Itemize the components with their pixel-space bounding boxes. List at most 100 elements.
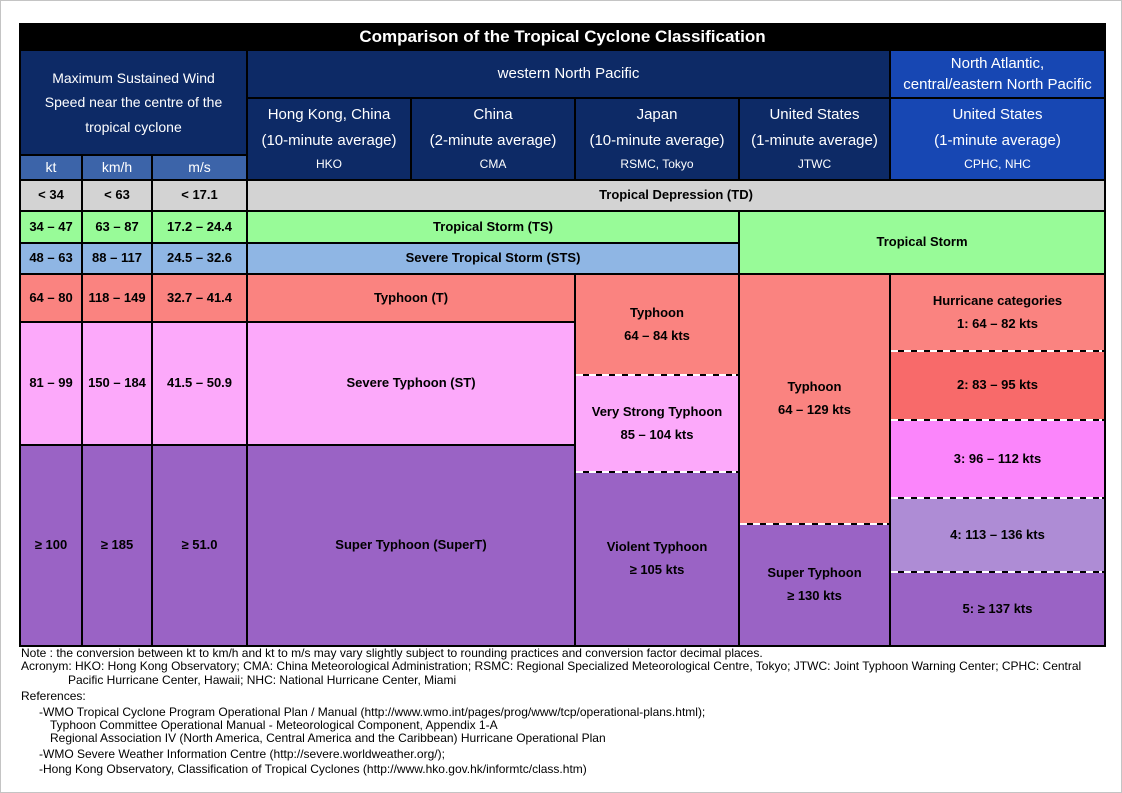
range: 5: ≥ 137 kts: [962, 600, 1033, 616]
header-agency-hko: Hong Kong, China (10-minute average) HKO: [246, 97, 412, 181]
agency-org: CMA: [479, 157, 507, 172]
agency-org: CPHC, NHC: [964, 157, 1031, 172]
header-max-wind-line2: Speed near the centre of the: [44, 94, 223, 111]
agency-org: RSMC, Tokyo: [620, 157, 694, 172]
cell-ts-kt: 34 – 47: [19, 210, 83, 244]
cell-sts-label: Severe Tropical Storm (STS): [246, 242, 740, 275]
label: Typhoon (T): [373, 289, 449, 305]
cell-st-label: Severe Typhoon (ST): [246, 321, 576, 446]
unit-header-kt: kt: [19, 154, 83, 181]
label: Tropical Storm: [876, 234, 968, 250]
range: 2: 83 – 95 kts: [957, 377, 1038, 393]
header-max-wind: Maximum Sustained Wind Speed near the ce…: [19, 49, 248, 156]
agency-org: HKO: [315, 157, 342, 172]
footnotes: Note : the conversion between kt to km/h…: [21, 646, 1109, 777]
cell-supert-kt: ≥ 100: [19, 444, 83, 647]
dashed-separator: [891, 350, 1102, 352]
value: 48 – 63: [29, 250, 73, 266]
range: 4: 113 – 136 kts: [950, 526, 1045, 542]
label: Super Typhoon: [767, 565, 862, 581]
page-title: Comparison of the Tropical Cyclone Class…: [19, 23, 1106, 51]
cell-supert-ms: ≥ 51.0: [151, 444, 248, 647]
cell-t-kmh: 118 – 149: [81, 273, 153, 323]
reference-item: Typhoon Committee Operational Manual - M…: [50, 718, 498, 733]
dashed-separator: [576, 374, 736, 376]
cell-ts-kmh: 63 – 87: [81, 210, 153, 244]
cell-ts-label: Tropical Storm (TS): [246, 210, 740, 244]
value: ≥ 185: [100, 537, 134, 553]
cell-td-kt: < 34: [19, 179, 83, 212]
value: < 17.1: [181, 187, 218, 203]
range: 85 – 104 kts: [620, 426, 694, 442]
cell-sts-kmh: 88 – 117: [81, 242, 153, 275]
agency-org: JTWC: [797, 157, 832, 172]
agency-region: China: [473, 105, 513, 123]
label: Violent Typhoon: [606, 539, 708, 555]
cell-td-kmh: < 63: [81, 179, 153, 212]
header-western-north-pacific: western North Pacific: [246, 49, 891, 99]
value: < 34: [38, 187, 64, 203]
header-north-atlantic: North Atlantic, central/eastern North Pa…: [889, 49, 1106, 99]
reference-item: -WMO Severe Weather Information Centre (…: [39, 746, 445, 761]
value: 150 – 184: [88, 375, 146, 391]
range: 64 – 129 kts: [777, 402, 851, 417]
cell-td-label: Tropical Depression (TD): [246, 179, 1106, 212]
cell-japan-violent-typhoon: Violent Typhoon ≥ 105 kts: [574, 471, 740, 647]
value: 24.5 – 32.6: [166, 250, 233, 266]
label: Severe Tropical Storm (STS): [405, 250, 581, 266]
dashed-separator: [740, 523, 887, 525]
cell-jtwc-super-typhoon: Super Typhoon ≥ 130 kts: [738, 523, 891, 647]
references-label: References:: [21, 689, 86, 704]
cell-hurricane-cat2: 2: 83 – 95 kts: [889, 350, 1106, 421]
header-agency-cphc-nhc: United States (1-minute average) CPHC, N…: [889, 97, 1106, 181]
value: 64 – 80: [29, 289, 73, 305]
dashed-separator: [891, 571, 1102, 573]
dashed-separator: [891, 497, 1102, 499]
agency-region: Japan: [636, 105, 678, 123]
reference-item: -WMO Tropical Cyclone Program Operationa…: [39, 704, 706, 719]
range: 64 – 84 kts: [624, 327, 690, 343]
cell-td-ms: < 17.1: [151, 179, 248, 212]
value: 88 – 117: [92, 250, 142, 266]
cell-japan-very-strong-typhoon: Very Strong Typhoon 85 – 104 kts: [574, 374, 740, 473]
cell-sts-ms: 24.5 – 32.6: [151, 242, 248, 275]
agency-average: (1-minute average): [934, 132, 1061, 150]
value: 63 – 87: [95, 218, 139, 234]
cell-supert-kmh: ≥ 185: [81, 444, 153, 647]
cell-hurricane-cat3: 3: 96 – 112 kts: [889, 419, 1106, 499]
value: ≥ 51.0: [181, 537, 218, 553]
label: Typhoon: [630, 304, 684, 320]
value: 81 – 99: [29, 375, 73, 391]
cell-supert-label: Super Typhoon (SuperT): [246, 444, 576, 647]
dashed-separator: [891, 419, 1102, 421]
agency-region: United States: [769, 105, 860, 123]
value: < 63: [104, 187, 130, 203]
cell-hurricane-cat4: 4: 113 – 136 kts: [889, 497, 1106, 573]
cell-t-kt: 64 – 80: [19, 273, 83, 323]
acronym-line: Acronym: HKO: Hong Kong Observatory; CMA…: [21, 659, 1082, 687]
header-agency-cma: China (2-minute average) CMA: [410, 97, 576, 181]
unit-ms-label: m/s: [188, 159, 211, 176]
unit-kt-label: kt: [45, 159, 57, 176]
header-wnp-text: western North Pacific: [497, 65, 640, 83]
cell-st-ms: 41.5 – 50.9: [151, 321, 248, 446]
cell-hurricane-cat5: 5: ≥ 137 kts: [889, 571, 1106, 647]
cell-t-label: Typhoon (T): [246, 273, 576, 323]
agency-region: United States: [952, 105, 1043, 123]
cell-jtwc-typhoon: Typhoon 64 – 129 kts: [738, 273, 891, 525]
label: Very Strong Typhoon: [591, 403, 723, 419]
header-agency-jtwc: United States (1-minute average) JTWC: [738, 97, 891, 181]
value: 17.2 – 24.4: [166, 218, 233, 234]
range: 1: 64 – 82 kts: [957, 315, 1038, 331]
header-max-wind-line3: tropical cyclone: [85, 118, 182, 135]
agency-region: Hong Kong, China: [267, 105, 391, 123]
cell-japan-typhoon: Typhoon 64 – 84 kts: [574, 273, 740, 376]
value: ≥ 100: [34, 537, 68, 553]
agency-average: (1-minute average): [751, 132, 878, 150]
label: Tropical Storm (TS): [433, 218, 553, 234]
cell-sts-kt: 48 – 63: [19, 242, 83, 275]
cell-t-ms: 32.7 – 41.4: [151, 273, 248, 323]
dashed-separator: [576, 471, 736, 473]
range: ≥ 105 kts: [629, 562, 685, 577]
